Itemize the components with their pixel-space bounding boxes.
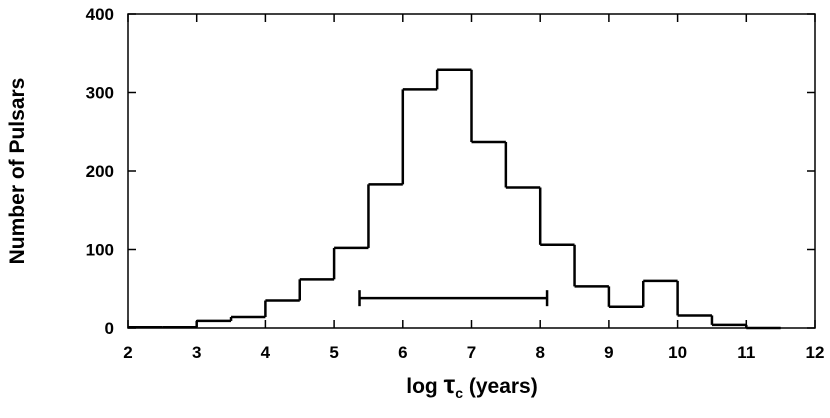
x-axis-label: log τc (years) (406, 369, 537, 403)
x-tick-label: 6 (398, 343, 407, 362)
x-tick-label: 11 (737, 343, 755, 362)
x-tick-label: 8 (535, 343, 544, 362)
x-tick-label: 4 (261, 343, 271, 362)
x-tick-label: 9 (604, 343, 613, 362)
x-label-log: log (406, 375, 438, 398)
x-tick-label: 3 (192, 343, 201, 362)
y-tick-label: 300 (86, 84, 114, 103)
x-tick-label: 10 (668, 343, 687, 362)
x-label-tau: τ (444, 369, 456, 399)
x-label-sub: c (455, 385, 463, 401)
y-tick-label: 400 (86, 5, 114, 24)
x-tick-label: 2 (123, 343, 132, 362)
x-label-years: (years) (469, 375, 538, 398)
y-tick-label: 0 (105, 319, 114, 338)
plot-frame (127, 13, 816, 329)
y-axis-label: Number of Pulsars (6, 78, 29, 265)
x-tick-label: 5 (329, 343, 338, 362)
x-tick-label: 12 (806, 343, 825, 362)
x-tick-label: 7 (467, 343, 476, 362)
y-tick-label: 100 (86, 241, 114, 260)
y-tick-label: 200 (86, 162, 114, 181)
